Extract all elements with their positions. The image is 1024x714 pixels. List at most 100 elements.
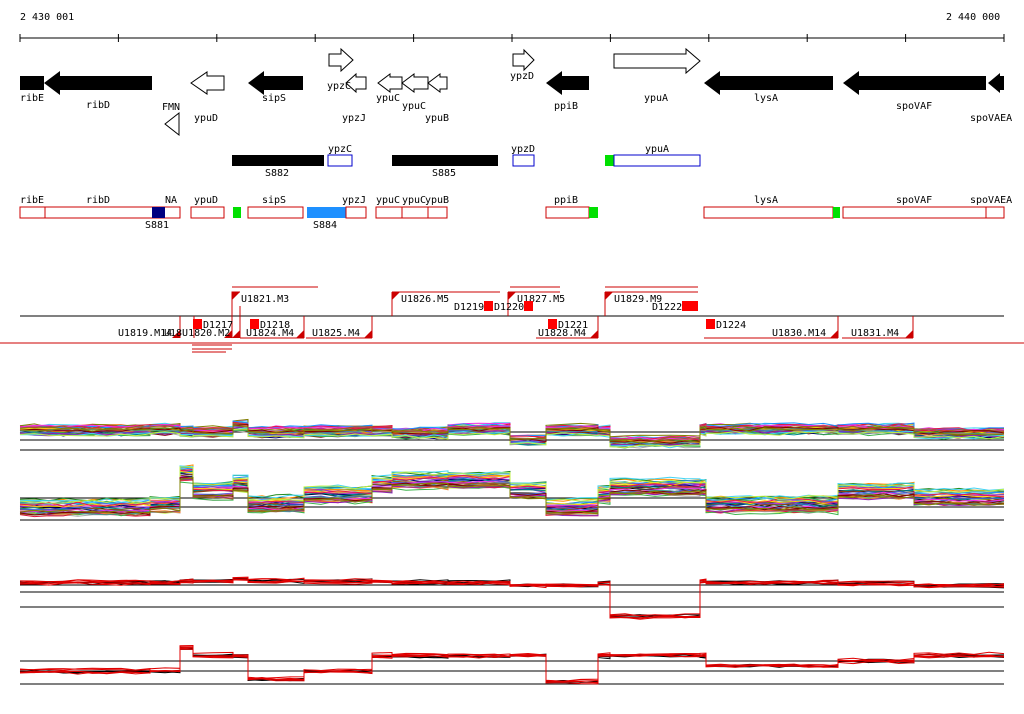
segment-ppiB[interactable] (545, 206, 590, 219)
downshift-label: D1224 (716, 320, 746, 331)
segment-S885[interactable] (392, 155, 498, 166)
expression-panel-4 (19, 644, 1005, 685)
promoter-box[interactable] (233, 207, 241, 218)
unit-U1819.M14[interactable]: U1819.M14 (118, 316, 181, 339)
gene-ypuB[interactable] (427, 73, 448, 93)
unit-U1821.M3[interactable]: U1821.M3 (231, 286, 318, 316)
downshift-D1224[interactable]: D1224 (706, 319, 746, 331)
expression-panels (19, 418, 1005, 685)
gene-label: ypzD (510, 71, 534, 82)
downshift-D1222[interactable]: D1222 (652, 301, 698, 313)
unit-label: U1827.M5 (517, 294, 565, 305)
overlapping-units-cluster[interactable]: U18U1820.M2 (164, 306, 241, 353)
segment-ribE[interactable] (19, 206, 46, 219)
unit-U1828.M4[interactable]: U1828.M4 (536, 316, 599, 339)
gene-ypzJ[interactable] (345, 72, 367, 94)
expression-panel-2 (19, 464, 1005, 521)
unit-U1824.M4[interactable]: U1824.M4 (240, 316, 305, 339)
expression-profile (19, 648, 1005, 683)
segment-label: ribE (20, 195, 44, 206)
expression-panel-1 (19, 418, 1005, 451)
gene-lysA[interactable] (704, 71, 833, 95)
segment-track-plus: S882 ypzC S885 ypzD ypuA (232, 144, 701, 179)
expression-profile (19, 646, 1005, 684)
expression-profile (19, 424, 1005, 444)
segment-S882[interactable] (232, 155, 324, 166)
gene-ypzD[interactable] (512, 48, 535, 72)
segment-label: lysA (754, 195, 778, 206)
gene-label: ppiB (554, 101, 578, 112)
segment-ypuA[interactable] (613, 154, 701, 167)
expression-profile (19, 466, 1005, 504)
gene-label: lysA (754, 93, 778, 104)
gene-label: ypuC (376, 93, 400, 104)
expression-profile (19, 644, 1005, 683)
expression-profile (19, 423, 1005, 444)
promoter-box[interactable] (589, 207, 598, 218)
segment-ypzC[interactable] (327, 154, 353, 167)
gene-annotation-track: ribE ribD FMN ypuD sipS ypzC ypzJ ypuC y… (20, 47, 1012, 137)
segment-lysA[interactable] (703, 206, 834, 219)
promoter-box[interactable] (833, 207, 840, 218)
ruler-start-label: 2 430 001 (20, 12, 75, 23)
promoter-box[interactable] (605, 155, 614, 166)
segment-label: spoVAEA (970, 195, 1012, 206)
segment-NA[interactable] (152, 207, 165, 218)
gene-label: FMN (162, 102, 180, 113)
gene-ypuC-2[interactable] (401, 73, 429, 93)
downshift-D1221[interactable]: D1221 (548, 319, 588, 331)
gene-spoVAF[interactable] (843, 71, 986, 95)
downshift-D1219[interactable]: D1219 (454, 301, 493, 313)
gene-label: ypzC (327, 81, 351, 92)
unit-U1825.M4[interactable]: U1825.M4 (306, 316, 373, 339)
gene-ypzC[interactable] (328, 47, 354, 73)
segment-label: ppiB (554, 195, 578, 206)
unit-label: U1828.M4 (538, 328, 586, 339)
unit-label: U1819.M14 (118, 328, 172, 339)
gene-ppiB[interactable] (546, 71, 589, 95)
gene-label: ribE (20, 93, 44, 104)
segment-ypuC-1[interactable] (375, 206, 403, 219)
gene-ribD[interactable] (44, 71, 152, 95)
segment-ypzD[interactable] (512, 154, 535, 167)
unit-U1829.M9[interactable]: U1829.M9 (604, 286, 698, 316)
unit-U1830.M14[interactable]: U1830.M14 (704, 316, 839, 344)
gene-ypuA[interactable] (613, 47, 701, 75)
downshift-D1220[interactable]: D1220 (494, 301, 533, 313)
expression-profile (19, 646, 1005, 682)
gene-label: ypuD (194, 113, 218, 124)
gene-FMN[interactable] (164, 111, 180, 137)
gene-label: ypzJ (342, 113, 366, 124)
segment-sipS[interactable] (247, 206, 304, 219)
segment-ribD[interactable] (44, 206, 181, 219)
gene-sipS[interactable] (248, 71, 303, 95)
segment-ypzJ[interactable] (345, 206, 367, 219)
unit-label: U1826.M5 (401, 294, 449, 305)
coordinate-ruler (19, 34, 1005, 42)
segment-ypuD[interactable] (190, 206, 225, 219)
unit-U1827.M5[interactable]: U1827.M5 (507, 286, 565, 316)
downshift-label: D1222 (652, 302, 682, 313)
gene-ypuD[interactable] (190, 71, 225, 95)
expression-profile (19, 577, 1005, 618)
gene-spoVAEA[interactable] (988, 73, 1004, 93)
downshift-D1218[interactable]: D1218 (250, 319, 290, 331)
segment-ypuC-2[interactable] (401, 206, 429, 219)
expression-profile (19, 647, 1005, 685)
segment-label: NA (165, 195, 177, 206)
unit-U1831.M4[interactable]: U1831.M4 (842, 316, 914, 339)
segment-label: ypzJ (342, 195, 366, 206)
unit-label: U1830.M14 (772, 328, 826, 339)
gene-label: spoVAF (896, 101, 932, 112)
segment-ypuB[interactable] (427, 206, 448, 219)
unit-label: U1821.M3 (241, 294, 289, 305)
segment-spoVAF[interactable] (842, 206, 987, 219)
downshift-D1217[interactable]: D1217 (193, 319, 233, 331)
unit-U1826.M5[interactable]: U1826.M5 (391, 291, 500, 316)
segment-label: S884 (313, 220, 337, 231)
segment-spoVAEA[interactable] (985, 206, 1005, 219)
segment-S884[interactable] (307, 207, 346, 218)
gene-ribE[interactable] (20, 76, 44, 90)
gene-ypuC-1[interactable] (377, 73, 403, 93)
gene-label: sipS (262, 93, 286, 104)
